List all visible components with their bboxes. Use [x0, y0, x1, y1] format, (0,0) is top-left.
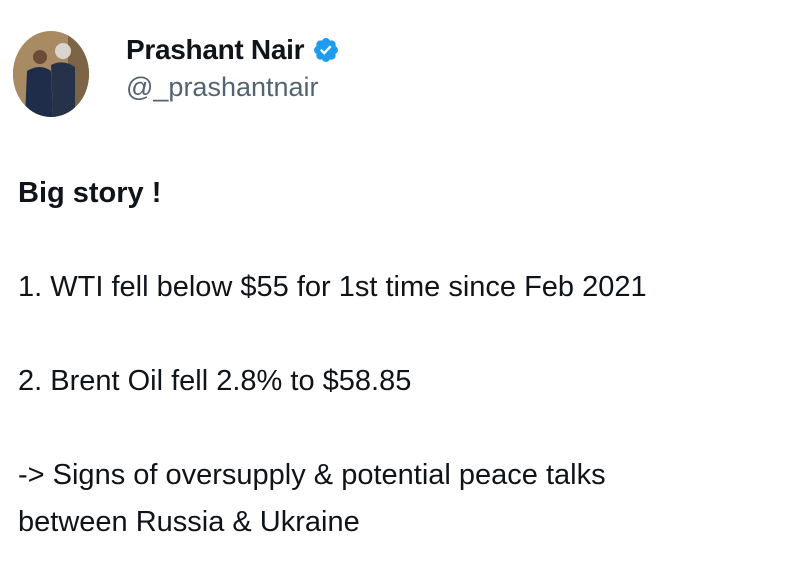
tweet-headline: Big story ! [18, 177, 162, 209]
tweet-line-brent: 2. Brent Oil fell 2.8% to $58.85 [18, 365, 412, 397]
verified-badge-icon [314, 38, 339, 62]
tweet-text: Big story ! 1. WTI fell below $55 for 1s… [18, 170, 788, 546]
avatar[interactable] [13, 31, 89, 117]
author-name-row: Prashant Nair [126, 34, 340, 66]
tweet-line-signs: -> Signs of oversupply & potential peace… [18, 459, 606, 491]
tweet-line-wti: 1. WTI fell below $55 for 1st time since… [18, 271, 647, 303]
author-name[interactable]: Prashant Nair [126, 34, 305, 65]
author-handle[interactable]: @_prashantnair [126, 72, 319, 102]
tweet-line-signs-cont: between Russia & Ukraine [18, 506, 360, 538]
avatar-photo [13, 31, 89, 117]
